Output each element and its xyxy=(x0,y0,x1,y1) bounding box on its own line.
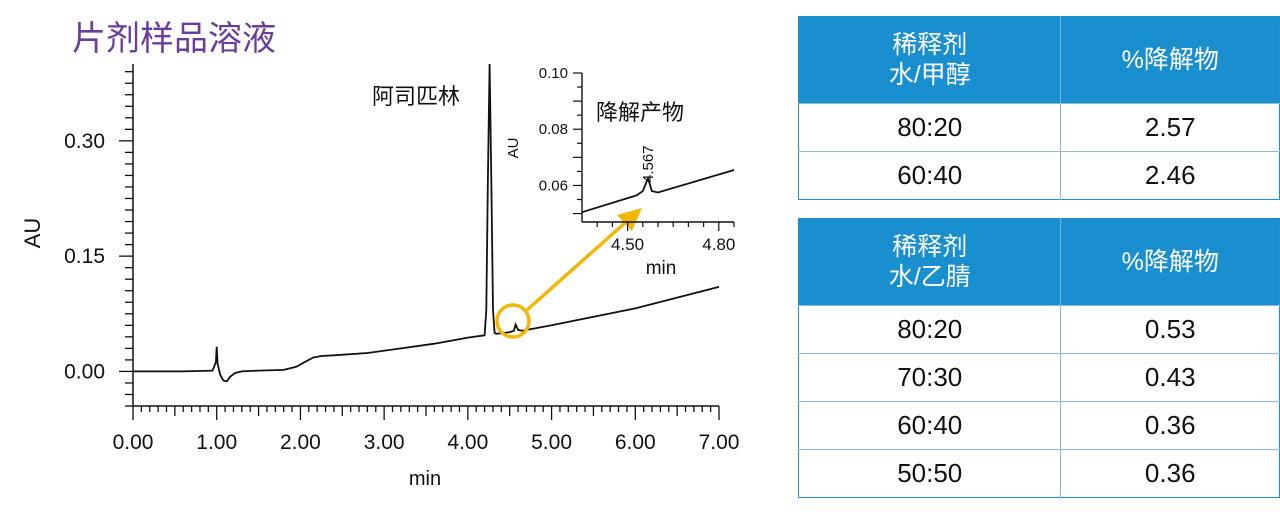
table-row: 50:50 0.36 xyxy=(798,449,1280,498)
diluent-header-line1: 稀释剂 xyxy=(892,233,968,261)
highlight-circle xyxy=(495,303,531,339)
inset-x-tick-label: 4.80 xyxy=(702,235,735,254)
degradant-cell: 2.46 xyxy=(1060,151,1280,200)
x-tick-label: 0.00 xyxy=(113,431,154,454)
table-row: 80:20 2.57 xyxy=(798,103,1280,152)
main-trace xyxy=(133,63,720,383)
diluent-header: 稀释剂 水/甲醇 xyxy=(798,16,1062,104)
table-row: 60:40 2.46 xyxy=(798,151,1280,200)
diluent-cell: 80:20 xyxy=(798,103,1062,152)
diluent-cell: 60:40 xyxy=(798,151,1062,200)
table-row: 70:30 0.43 xyxy=(798,353,1280,402)
acetonitrile-table: 稀释剂 水/乙腈 %降解物 80:20 0.53 70:30 0.43 60:4… xyxy=(798,218,1280,498)
methanol-table: 稀释剂 水/甲醇 %降解物 80:20 2.57 60:40 2.46 xyxy=(798,16,1280,200)
inset-x-tick-label: 4.50 xyxy=(611,235,644,254)
degradant-cell: 2.57 xyxy=(1060,103,1280,152)
inset-y-axis-label: AU xyxy=(505,138,522,159)
diluent-cell: 80:20 xyxy=(798,305,1062,354)
diluent-cell: 50:50 xyxy=(798,449,1062,498)
degradant-cell: 0.43 xyxy=(1060,353,1280,402)
degradant-cell: 0.36 xyxy=(1060,449,1280,498)
table-header-row: 稀释剂 水/乙腈 %降解物 xyxy=(798,218,1280,306)
y-axis-label: AU xyxy=(20,218,45,249)
x-tick-label: 3.00 xyxy=(364,431,405,454)
degradant-header: %降解物 xyxy=(1060,16,1280,104)
diluent-header-line1: 稀释剂 xyxy=(892,31,968,59)
degradant-header: %降解物 xyxy=(1060,218,1280,306)
inset-trace xyxy=(581,169,735,214)
zoom-callout xyxy=(495,208,642,339)
table-row: 80:20 0.53 xyxy=(798,305,1280,354)
inset-y-tick-label: 0.10 xyxy=(539,65,568,82)
chart-title: 片剂样品溶液 xyxy=(72,19,276,59)
diluent-header-line2: 水/甲醇 xyxy=(888,61,971,89)
inset-y-tick-label: 0.08 xyxy=(539,121,568,138)
inset-y-tick-label: 0.06 xyxy=(539,177,568,194)
table-header-row: 稀释剂 水/甲醇 %降解物 xyxy=(798,16,1280,104)
main-axes: 0.00 1.00 2.00 3.00 4.00 5.00 6.00 7.00 0.00 0.15… xyxy=(64,64,739,454)
x-axis-label: min xyxy=(409,468,441,490)
y-tick-label: 0.00 xyxy=(64,360,105,383)
peak-label-aspirin: 阿司匹林 xyxy=(372,85,460,110)
inset-peak-label: 4.567 xyxy=(640,145,657,183)
degradant-cell: 0.53 xyxy=(1060,305,1280,354)
callout-arrowhead xyxy=(617,208,642,231)
diluent-header-line2: 水/乙腈 xyxy=(888,263,971,291)
x-tick-label: 2.00 xyxy=(280,431,321,454)
y-tick-label: 0.15 xyxy=(64,245,105,268)
x-tick-label: 5.00 xyxy=(531,431,572,454)
x-tick-label: 7.00 xyxy=(699,431,740,454)
callout-arrow xyxy=(525,220,628,312)
inset-axes: 0.06 0.08 0.10 4.50 4.80 xyxy=(539,65,736,254)
x-tick-label: 1.00 xyxy=(196,431,237,454)
degradant-cell: 0.36 xyxy=(1060,401,1280,450)
x-tick-label: 4.00 xyxy=(447,431,488,454)
diluent-header: 稀释剂 水/乙腈 xyxy=(798,218,1062,306)
inset-x-axis-label: min xyxy=(646,258,677,279)
x-tick-label: 6.00 xyxy=(615,431,656,454)
table-row: 60:40 0.36 xyxy=(798,401,1280,450)
diluent-cell: 60:40 xyxy=(798,401,1062,450)
inset-title: 降解产物 xyxy=(596,101,684,126)
y-tick-label: 0.30 xyxy=(64,130,105,153)
diluent-cell: 70:30 xyxy=(798,353,1062,402)
